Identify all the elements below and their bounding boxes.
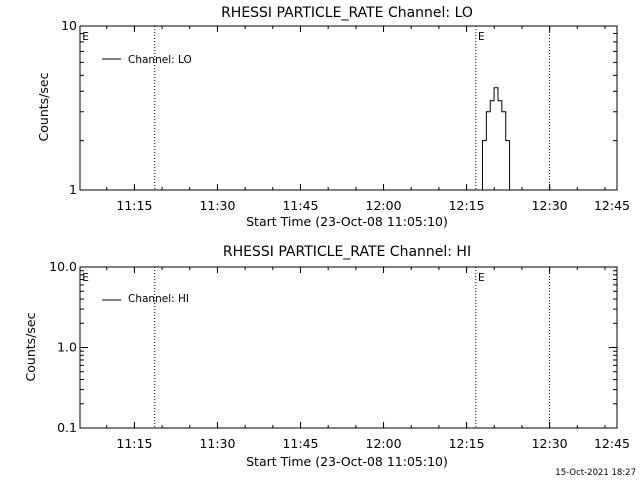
panel-hi-ytick-label: 10.0 [49, 259, 77, 274]
panel-hi-xtick-label: 11:30 [199, 436, 235, 451]
panel-lo-xtick-label: 12:00 [366, 198, 402, 213]
footer-timestamp: 15-Oct-2021 18:27 [555, 468, 636, 478]
panel-hi-axes-box [79, 266, 618, 429]
panel-lo-axes-box [79, 25, 618, 191]
panel-lo-xtick-label: 12:30 [532, 198, 568, 213]
panel-hi-ytick-label: 0.1 [57, 420, 77, 435]
panel-lo-xtick-label: 11:15 [116, 198, 152, 213]
panel-lo-ylabel: Counts/sec [36, 72, 51, 141]
panel-hi-xtick-label: 11:45 [282, 436, 318, 451]
panel-lo: RHESSI PARTICLE_RATE Channel: LO Start T… [36, 5, 630, 229]
panel-hi-e-label: E [82, 272, 89, 284]
panel-lo-xtick-label: 12:15 [449, 198, 485, 213]
panel-hi-xtick-label: 11:15 [116, 436, 152, 451]
panel-lo-xtick-label: 12:45 [594, 198, 630, 213]
panel-lo-ytick-label: 1 [69, 182, 77, 197]
panel-hi-xtick-label: 12:00 [366, 436, 402, 451]
panel-lo-xtick-label: 11:30 [199, 198, 235, 213]
panel-hi-xtick-label: 12:15 [449, 436, 485, 451]
panel-hi-xtick-label: 12:45 [594, 436, 630, 451]
panel-hi-ylabel: Counts/sec [23, 312, 38, 381]
panel-lo-e-label: E [82, 31, 89, 43]
panel-hi-ytick-label: 1.0 [57, 340, 77, 355]
panel-hi: RHESSI PARTICLE_RATE Channel: HI Start T… [23, 244, 630, 469]
panel-hi-xtick-label: 12:30 [532, 436, 568, 451]
panel-lo-xlabel: Start Time (23-Oct-08 11:05:10) [246, 214, 448, 229]
panel-lo-ytick-label: 10 [61, 18, 77, 33]
panel-lo-e-label: E [478, 31, 485, 43]
panel-lo-series-line [478, 87, 526, 191]
panel-lo-legend-label: Channel: LO [128, 54, 192, 66]
panel-hi-title: RHESSI PARTICLE_RATE Channel: HI [223, 244, 471, 260]
panel-hi-xlabel: Start Time (23-Oct-08 11:05:10) [246, 454, 448, 469]
panel-lo-title: RHESSI PARTICLE_RATE Channel: LO [221, 5, 473, 21]
panel-lo-xtick-label: 11:45 [282, 198, 318, 213]
panel-hi-legend-label: Channel: HI [128, 293, 189, 305]
panel-hi-e-label: E [478, 272, 485, 284]
